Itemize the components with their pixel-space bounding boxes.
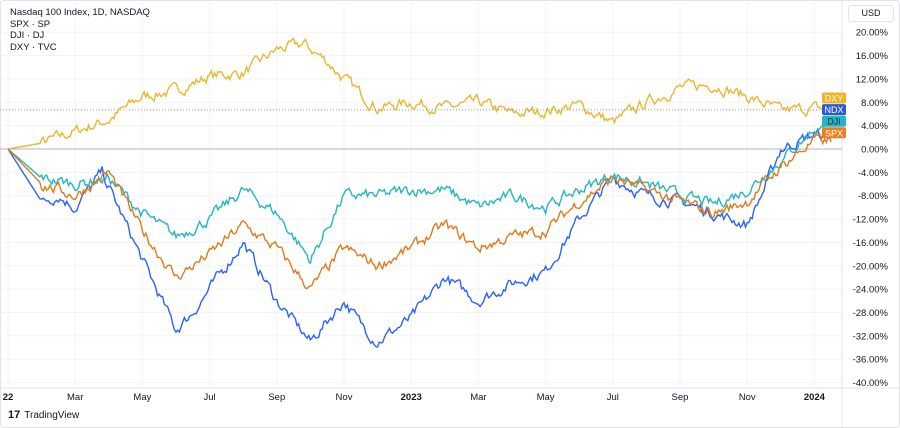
legend-spx: SPX · SP — [10, 18, 51, 30]
y-tick-label: -12.00% — [853, 215, 889, 226]
legend: Nasdaq 100 Index, 1D, NASDAQ SPX · SP DJ… — [10, 7, 150, 53]
x-tick-label: 2023 — [401, 392, 422, 403]
x-tick-label: May — [537, 392, 555, 403]
x-tick-label: Jul — [204, 392, 216, 403]
series-label-dxy — [822, 92, 846, 104]
x-tick-label: Nov — [336, 392, 353, 403]
series-label-text: SPX — [825, 128, 843, 138]
legend-dji: DJI · DJ — [10, 30, 45, 41]
y-tick-label: 20.00% — [856, 28, 889, 39]
y-tick-label: 16.00% — [856, 51, 889, 62]
series-label-ndx — [822, 104, 846, 116]
legend-dxy: DXY · TVC — [10, 41, 57, 53]
x-tick-label: 2024 — [804, 392, 826, 403]
branding-text: TradingView — [24, 409, 80, 421]
y-tick-label: -36.00% — [853, 355, 889, 366]
y-tick-label: -24.00% — [853, 285, 889, 296]
y-tick-label: 0.00% — [861, 145, 888, 156]
series-line-dji — [7, 124, 832, 265]
series-line-ndx — [7, 127, 832, 348]
x-tick-label: Mar — [67, 392, 83, 403]
y-tick-label: -20.00% — [853, 261, 889, 272]
tv-logo-icon: 17 — [8, 409, 21, 421]
y-tick-label: -16.00% — [853, 238, 889, 249]
series-label-text: NDX — [824, 105, 843, 115]
y-tick-label: -28.00% — [853, 308, 889, 319]
x-tick-label: Jul — [607, 392, 619, 403]
y-tick-label: 8.00% — [861, 98, 888, 109]
y-tick-label: 4.00% — [861, 121, 888, 132]
y-tick-label: -40.00% — [853, 378, 889, 389]
y-tick-label: 12.00% — [856, 74, 889, 85]
series-label-text: DJI — [827, 117, 841, 127]
series-label-text: DXY — [825, 94, 844, 104]
x-tick-label: Sep — [268, 392, 285, 403]
series-line-dxy — [7, 36, 832, 150]
series-line-spx — [7, 132, 832, 290]
series-label-dji — [822, 115, 846, 127]
y-tick-label: -4.00% — [858, 168, 889, 179]
y-tick-label: -8.00% — [858, 191, 889, 202]
x-tick-label: Sep — [672, 392, 689, 403]
legend-main: Nasdaq 100 Index, 1D, NASDAQ — [10, 7, 150, 18]
x-tick-label: 22 — [3, 392, 14, 403]
series-label-spx — [822, 127, 846, 139]
tradingview-logo: 17 TradingView — [8, 409, 79, 421]
currency-button[interactable]: USD — [848, 5, 894, 22]
x-tick-label: Mar — [470, 392, 486, 403]
x-tick-label: May — [133, 392, 151, 403]
x-tick-label: Nov — [739, 392, 756, 403]
y-tick-label: -32.00% — [853, 331, 889, 342]
